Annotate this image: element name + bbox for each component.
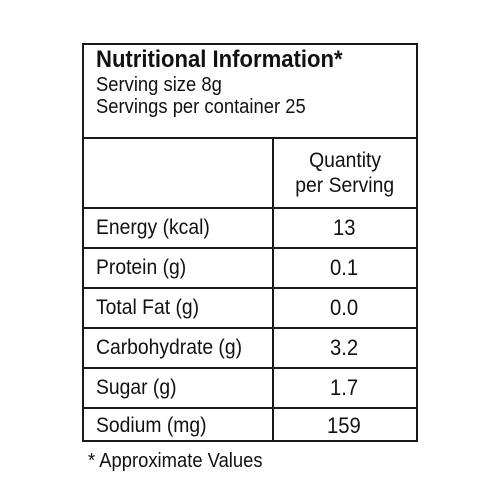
nutrient-value-text: 13 [332,215,356,240]
nutrient-label: Sodium (mg) [84,409,274,442]
nutrient-value-text: 1.7 [329,375,358,400]
nutrient-value: 1.7 [274,369,416,407]
nutrition-label: Nutritional Information* Serving size 8g… [82,43,418,442]
nutrient-label-text: Energy (kcal) [96,216,210,239]
nutrient-value: 13 [274,209,416,247]
quantity-header-line1: Quantity [309,149,381,172]
table-header-empty-cell [84,139,274,207]
nutrient-label: Sugar (g) [84,369,274,407]
nutrient-label-text: Total Fat (g) [96,296,200,319]
nutrient-label: Protein (g) [84,249,274,287]
table-row: Total Fat (g) 0.0 [84,289,416,329]
nutrient-label: Total Fat (g) [84,289,274,327]
nutrient-label-text: Sugar (g) [96,376,177,399]
nutrient-value-text: 0.0 [329,295,358,320]
nutrient-label: Carbohydrate (g) [84,329,274,367]
nutrient-value-text: 3.2 [329,335,358,360]
nutrient-label-text: Protein (g) [96,256,187,279]
table-row: Sugar (g) 1.7 [84,369,416,409]
table-header-row: Quantity per Serving [84,139,416,209]
table-row: Protein (g) 0.1 [84,249,416,289]
quantity-header-line2: per Serving [295,174,395,197]
nutrient-value: 159 [274,409,416,442]
label-title: Nutritional Information* [96,46,343,73]
serving-size: Serving size 8g [96,74,222,96]
nutrient-label-text: Carbohydrate (g) [96,336,243,359]
table-row: Carbohydrate (g) 3.2 [84,329,416,369]
table-row: Energy (kcal) 13 [84,209,416,249]
nutrient-value: 0.1 [274,249,416,287]
nutrient-label-text: Sodium (mg) [96,413,207,437]
nutrient-value-text: 159 [326,412,361,438]
label-header: Nutritional Information* Serving size 8g… [84,45,416,139]
servings-per-container: Servings per container 25 [96,96,306,118]
nutrient-value: 3.2 [274,329,416,367]
quantity-column-header: Quantity per Serving [274,139,416,207]
footnote: * Approximate Values [88,450,263,472]
nutrient-label: Energy (kcal) [84,209,274,247]
table-row: Sodium (mg) 159 [84,409,416,442]
nutrient-value: 0.0 [274,289,416,327]
nutrient-value-text: 0.1 [329,255,358,280]
